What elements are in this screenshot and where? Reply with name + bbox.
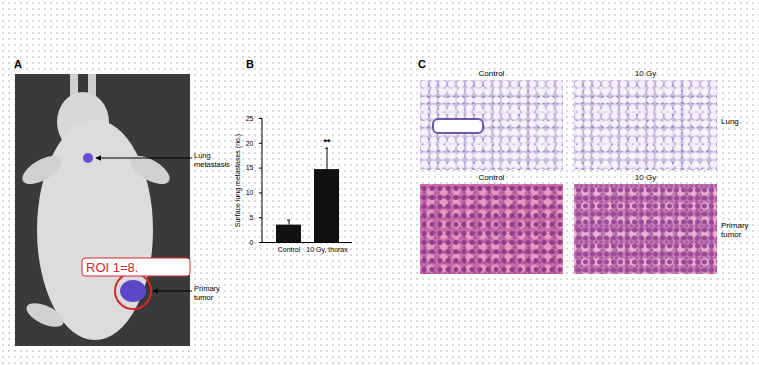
svg-text:5: 5 — [250, 214, 254, 221]
svg-text:0: 0 — [250, 239, 254, 246]
html-text:A: A — [14, 58, 22, 70]
svg-text:15: 15 — [246, 164, 254, 171]
html-text:Primary tumor: Primary tumor — [194, 284, 220, 302]
html-text:C: C — [418, 58, 426, 70]
html-text:Control: Control — [478, 69, 505, 78]
html-text:Lung: Lung — [721, 117, 739, 126]
html-text:Control: Control — [478, 173, 505, 182]
html-text:B: B — [246, 58, 254, 70]
svg-text:25: 25 — [246, 115, 254, 122]
html-text:10 Gy: 10 Gy — [634, 69, 657, 78]
svg-text:10: 10 — [246, 189, 254, 196]
svg-text:ROI 1=8.: ROI 1=8. — [86, 260, 138, 275]
svg-text:Control: Control — [278, 246, 301, 253]
html-text:Primary tumor: Primary tumor — [721, 221, 749, 239]
svg-text:**: ** — [323, 137, 331, 147]
html-text:10 Gy: 10 Gy — [634, 173, 657, 182]
html-text:Lung metastasis: Lung metastasis — [194, 151, 230, 169]
svg-text:20: 20 — [246, 140, 254, 147]
svg-text:10 Gy, thorax: 10 Gy, thorax — [306, 246, 348, 254]
svg-text:Surface lung metastases (no.): Surface lung metastases (no.) — [234, 134, 242, 227]
